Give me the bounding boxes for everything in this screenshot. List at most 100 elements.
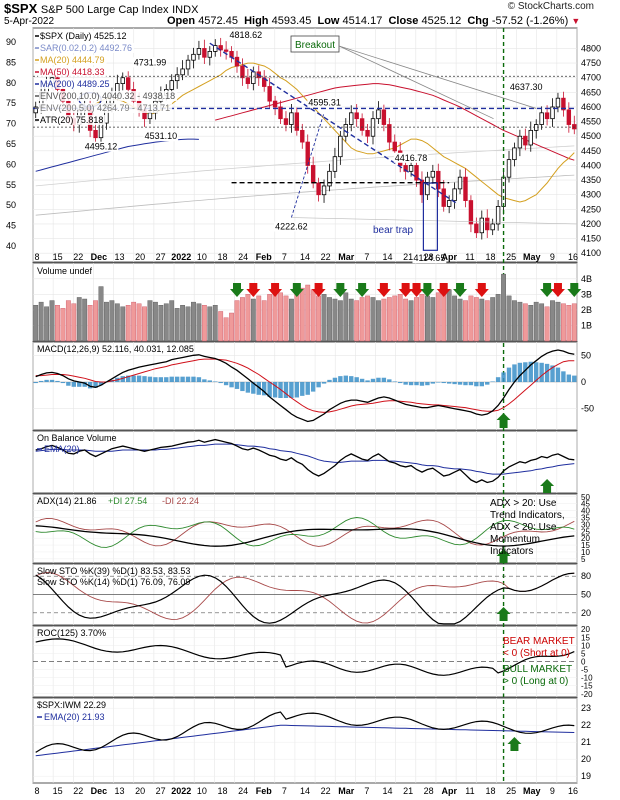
macd-histogram-bar [272,382,278,398]
volume-bar [147,300,153,342]
macd-histogram-bar [93,382,98,388]
macd-histogram-bar [359,378,365,382]
macd-signal-line [35,358,575,413]
macd-histogram-bar [419,382,425,386]
atr-axis-tick: 40 [6,241,16,251]
green-up-arrow-icon [496,607,511,621]
candle-body [468,200,474,225]
volume-bar [261,300,267,342]
macd-histogram-bar [202,379,207,382]
volume-bar [191,301,196,342]
macd-histogram-bar [550,365,555,382]
panel-frame-adx [32,493,578,564]
panel-frame-volume [32,262,578,342]
candle-body [365,129,370,137]
candle-body [490,223,495,231]
macd-histogram-bar [495,377,501,382]
volume-bar [163,303,169,342]
macd-histogram-bar [82,382,87,387]
volume-bar [44,306,50,342]
x-axis-tick-top: 11 [465,252,474,262]
volume-bar [82,298,88,342]
volume-bar [131,301,137,342]
macd-histogram-bar [77,382,82,387]
x-axis-tick-top: Dec [91,252,108,262]
volume-bar [381,298,387,342]
candle-body [517,135,523,149]
macd-histogram-bar [376,377,381,382]
macd-histogram-bar [229,382,234,388]
macd-histogram-bar [512,364,517,382]
volume-bar [38,301,44,342]
macd-line [35,349,575,423]
volume-bar [571,303,577,342]
sto-axis-tick: 80 [581,571,591,581]
volume-bar [114,303,120,342]
macd-histogram-bar [414,382,419,386]
volume-bar [174,308,180,342]
volume-bar [283,295,289,342]
candle-body [414,165,419,181]
candle-body [272,100,278,108]
x-axis-tick-bottom: 22 [321,786,331,796]
obv-ema-line [35,443,575,475]
x-axis-tick-bottom: 18 [486,786,496,796]
macd-histogram-bar [71,382,76,387]
macd-axis-tick: -50 [581,404,594,414]
x-axis-tick-top: 14 [300,252,310,262]
x-axis-tick-bottom: 28 [424,786,434,796]
volume-bar [332,298,338,342]
legend-bg [38,43,135,53]
open-value: 4572.45 [198,15,238,27]
price-legend-entry: MA(20) 4444.79 [40,55,105,65]
candle-body [403,165,408,172]
macd-histogram-bar [55,380,60,382]
volume-legend: Volume undef [37,266,93,276]
volume-bar [234,300,240,342]
legend-bg [38,55,107,65]
volume-bar [566,305,572,342]
green-down-arrow-icon [420,283,435,297]
macd-histogram-bar [572,375,577,382]
volume-bar [397,294,403,342]
macd-histogram-bar [196,377,202,382]
red-down-arrow-icon [246,283,261,297]
volume-bar [207,306,213,342]
ratio-axis-tick: 19 [581,771,591,781]
price-annotation: 4114.65 [413,253,445,263]
volume-bar [299,287,305,342]
volume-bar [98,286,104,342]
x-axis-tick-top: 22 [321,252,331,262]
macd-histogram-bar [245,382,251,393]
price-annotation: 4495.12 [85,142,118,152]
macd-histogram-bar [452,382,457,385]
legend-bg [38,103,173,113]
volume-bar [272,291,278,342]
macd-histogram-bar [534,362,539,382]
close-value: 4525.12 [421,15,462,27]
candle-body [359,118,365,131]
x-axis-tick-bottom: 15 [53,786,63,796]
candle-body [202,48,207,58]
candle-body [240,65,245,79]
atr-axis-tick: 90 [6,37,16,47]
macd-histogram-bar [234,382,240,389]
candle-body [289,112,294,125]
sto-long-legend: Slow STO %K(39) %D(1) 83.53, 83.53 [37,566,190,576]
ratio-line [35,711,575,753]
price-annotation: 4531.10 [145,131,178,141]
macd-histogram-bar [147,376,153,382]
volume-bar [327,297,332,342]
ohlc-summary: Open 4572.45 High 4593.45 Low 4514.17 Cl… [167,15,580,27]
volume-bar [348,298,354,342]
macd-histogram-bar [310,382,316,392]
annotation-bg [228,30,264,41]
annotation-bg [508,82,544,93]
macd-histogram-bar [332,377,338,382]
macd-histogram-bar [468,382,474,386]
annotation-bg [143,131,179,142]
x-axis-tick-bottom: 24 [238,786,248,796]
brand-watermark: © StockCharts.com [507,1,594,12]
candle-body [267,86,272,102]
